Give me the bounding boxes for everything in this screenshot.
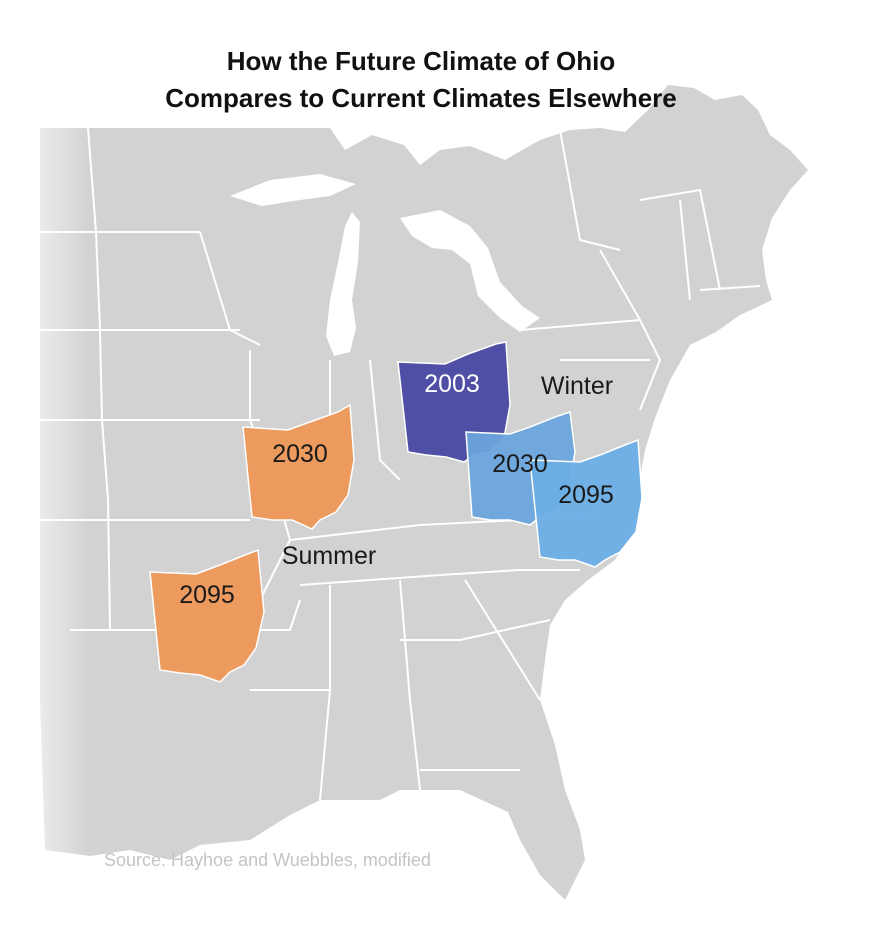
label-winter-2095: 2095 [558,481,614,509]
title-line-2: Compares to Current Climates Elsewhere [165,83,677,113]
border-line [399,579,421,791]
border-line [70,599,301,631]
border-line [199,231,261,346]
left-edge-fade [0,120,90,880]
source-credit: Source: Hayhoe and Wuebbles, modified [104,850,431,870]
border-line [87,127,111,631]
great-lakes-east [400,210,540,332]
border-line [639,188,721,291]
lake-michigan [326,212,360,356]
season-label-winter: Winter [541,372,613,400]
us-east-landmass [40,85,808,900]
border-line [299,569,580,586]
label-summer-2030: 2030 [272,440,328,468]
border-line [679,199,691,301]
winter-2095-shape [529,438,643,568]
label-ohio-2003: 2003 [424,370,480,398]
season-label-summer: Summer [282,542,376,570]
border-line [519,318,662,411]
label-winter-2030: 2030 [492,450,548,478]
summer-2030-shape [242,403,355,530]
border-line [699,285,761,291]
border-line [599,249,641,321]
border-line [369,359,401,481]
title-line-1: How the Future Climate of Ohio [227,46,616,76]
label-summer-2095: 2095 [179,581,235,609]
summer-2095-shape [149,548,265,683]
lake-superior [230,174,356,206]
border-line [464,579,541,701]
border-line [559,129,621,251]
border-line [400,619,551,641]
